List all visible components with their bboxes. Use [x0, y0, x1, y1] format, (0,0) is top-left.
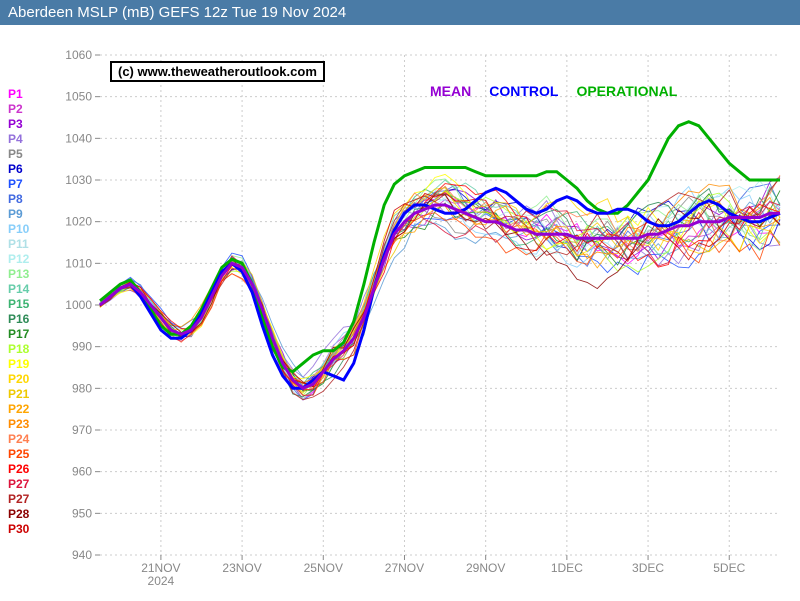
legend-control: CONTROL — [489, 83, 558, 99]
svg-text:980: 980 — [72, 381, 92, 395]
legend-p8: P8 — [8, 192, 29, 207]
svg-text:970: 970 — [72, 423, 92, 437]
legend-p23: P23 — [8, 417, 29, 432]
legend-p11: P11 — [8, 237, 29, 252]
svg-text:1010: 1010 — [65, 256, 92, 270]
svg-text:1020: 1020 — [65, 215, 92, 229]
legend-p12: P12 — [8, 252, 29, 267]
legend-p16: P16 — [8, 312, 29, 327]
legend-p14: P14 — [8, 282, 29, 297]
legend-p25: P25 — [8, 447, 29, 462]
legend-p15: P15 — [8, 297, 29, 312]
svg-text:1060: 1060 — [65, 48, 92, 62]
svg-text:21NOV: 21NOV — [141, 561, 180, 575]
svg-text:990: 990 — [72, 340, 92, 354]
svg-text:25NOV: 25NOV — [304, 561, 343, 575]
svg-text:1030: 1030 — [65, 173, 92, 187]
legend-p21: P21 — [8, 387, 29, 402]
legend-p13: P13 — [8, 267, 29, 282]
legend-p24: P24 — [8, 432, 29, 447]
legend-p7: P7 — [8, 177, 29, 192]
chart-area: 940 950 960 970 980 990 1000 1010 1020 1030 1040 10… — [0, 25, 800, 601]
legend-p27: P27 — [8, 477, 29, 492]
legend-p19: P19 — [8, 357, 29, 372]
legend-operational: OPERATIONAL — [576, 83, 677, 99]
credit-box: (c) www.theweatheroutlook.com — [110, 61, 325, 82]
main-legend: MEAN CONTROL OPERATIONAL — [430, 83, 677, 99]
svg-text:5DEC: 5DEC — [713, 561, 745, 575]
svg-text:1000: 1000 — [65, 298, 92, 312]
legend-p9: P9 — [8, 207, 29, 222]
legend-mean: MEAN — [430, 83, 471, 99]
legend-p28: P28 — [8, 507, 29, 522]
svg-text:960: 960 — [72, 465, 92, 479]
page-title: Aberdeen MSLP (mB) GEFS 12z Tue 19 Nov 2… — [8, 4, 346, 21]
header: Aberdeen MSLP (mB) GEFS 12z Tue 19 Nov 2… — [0, 0, 800, 25]
svg-text:1040: 1040 — [65, 131, 92, 145]
legend-p30: P30 — [8, 522, 29, 537]
svg-text:2024: 2024 — [148, 574, 175, 588]
svg-text:940: 940 — [72, 548, 92, 562]
svg-text:29NOV: 29NOV — [466, 561, 505, 575]
legend-p18: P18 — [8, 342, 29, 357]
legend-p22: P22 — [8, 402, 29, 417]
svg-text:23NOV: 23NOV — [222, 561, 261, 575]
chart-svg: 940 950 960 970 980 990 1000 1010 1020 1030 1040 10… — [0, 25, 800, 601]
svg-text:1050: 1050 — [65, 90, 92, 104]
legend-p6: P6 — [8, 162, 29, 177]
legend-p17: P17 — [8, 327, 29, 342]
svg-text:1DEC: 1DEC — [551, 561, 583, 575]
legend-p27: P27 — [8, 492, 29, 507]
svg-text:950: 950 — [72, 506, 92, 520]
legend-p5: P5 — [8, 147, 29, 162]
legend-p10: P10 — [8, 222, 29, 237]
legend-p26: P26 — [8, 462, 29, 477]
legend-p1: P1 — [8, 87, 29, 102]
svg-text:3DEC: 3DEC — [632, 561, 664, 575]
legend-p2: P2 — [8, 102, 29, 117]
ensemble-legend: P1P2P3P4P5P6P7P8P9P10P11P12P13P14P15P16P… — [8, 87, 29, 537]
legend-p3: P3 — [8, 117, 29, 132]
svg-text:27NOV: 27NOV — [385, 561, 424, 575]
legend-p4: P4 — [8, 132, 29, 147]
legend-p20: P20 — [8, 372, 29, 387]
